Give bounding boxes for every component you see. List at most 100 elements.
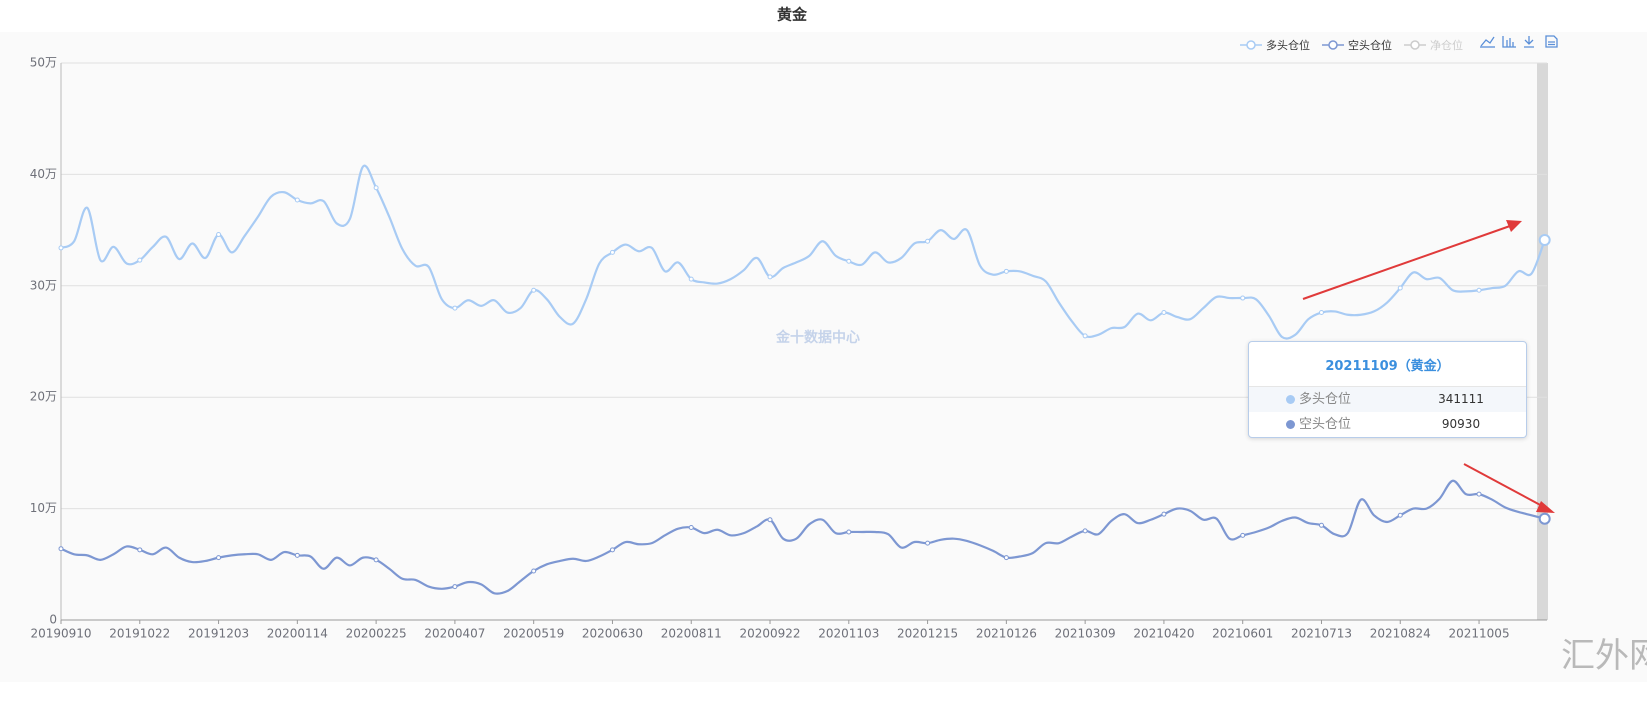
point [1538,234,1551,247]
point [58,546,64,552]
tooltip-row: 空头仓位 90930 [1249,412,1526,437]
x-tick-label: 20210824 [1370,627,1431,641]
arrow-head [1536,501,1555,513]
tooltip-value: 341111 [1438,392,1484,406]
point [1476,491,1482,497]
legend[interactable]: 多头仓位 空头仓位 净仓位 [1240,38,1463,52]
point [1161,310,1167,316]
y-tick-label: 20万 [30,390,57,404]
point [1476,287,1482,293]
point [688,525,694,531]
point [1082,528,1088,534]
series-line [60,479,1545,595]
legend-label[interactable]: 空头仓位 [1348,38,1392,52]
tooltip-title: 20211109（黄金） [1249,342,1526,387]
x-tick-label: 20210601 [1212,627,1273,641]
legend-swatch-dot[interactable] [1410,40,1420,50]
tooltip-dot [1286,420,1295,429]
tooltip-dot [1286,395,1295,404]
x-tick-label: 20210420 [1133,627,1194,641]
x-tick-label: 20200225 [346,627,407,641]
point [58,245,64,251]
x-tick-label: 20200811 [661,627,722,641]
toolbox[interactable] [1480,35,1558,48]
annotations [1302,220,1555,513]
arrow-line [1302,225,1511,300]
point [294,552,300,558]
tooltip-value: 90930 [1441,417,1481,431]
y-tick-label: 50万 [30,56,57,70]
point [688,276,694,282]
point [767,517,773,523]
point [925,540,931,546]
watermark: 金十数据中心 [775,329,860,346]
x-tick-label: 20201215 [897,627,958,641]
x-tick-label: 20210713 [1291,627,1352,641]
point [925,238,931,244]
point [767,274,773,280]
legend-swatch-dot[interactable] [1328,40,1338,50]
x-tick-label: 20191022 [109,627,170,641]
x-tick-label: 20190910 [30,627,91,641]
tooltip: 20211109（黄金） 多头仓位 341111 空头仓位 90930 [1248,341,1527,438]
arrow-head [1506,220,1522,232]
corner-watermark: 汇外网 [1561,636,1647,676]
x-tick-label: 20200630 [582,627,643,641]
tool-download[interactable] [1524,36,1534,48]
tool-line[interactable] [1480,36,1495,47]
x-tick-label: 20200922 [739,627,800,641]
x-tick-label: 20210126 [976,627,1037,641]
point [373,185,379,191]
tooltip-rows: 多头仓位 341111 空头仓位 90930 [1249,387,1526,437]
legend-label[interactable]: 多头仓位 [1266,38,1310,52]
point [452,305,458,311]
tooltip-name: 多头仓位 [1299,392,1352,407]
point [1538,512,1551,525]
point [531,287,537,293]
chart-title: 黄金 [777,6,808,24]
tooltip-name: 空头仓位 [1299,417,1352,432]
plot-layer: 0 10万 20万 30万 40万 50万 20190910 20191022 20191203… [30,56,1551,641]
point [846,258,852,264]
tool-bar[interactable] [1502,36,1516,48]
x-tick-label: 20191203 [188,627,249,641]
x-tick-label: 20200519 [503,627,564,641]
point [1240,532,1246,538]
arrow-line [1463,463,1545,508]
point [609,249,615,255]
legend-swatch-dot[interactable] [1246,40,1256,50]
x-tick-label: 20210309 [1055,627,1116,641]
y-tick-label: 30万 [30,278,57,292]
tooltip-row: 多头仓位 341111 [1249,387,1526,412]
point [846,529,852,535]
point [609,547,615,553]
point [1318,310,1324,316]
point [1318,522,1324,528]
point [1003,555,1009,561]
y-tick-label: 40万 [30,167,57,181]
point [1082,333,1088,339]
point [373,557,379,563]
x-tick-label: 20200114 [267,627,328,641]
point [452,584,458,590]
point [1161,511,1167,517]
x-tick-label: 20211005 [1449,627,1510,641]
point [216,232,222,238]
point [531,568,537,574]
point [1003,268,1009,274]
point [1240,295,1246,301]
point [137,547,143,553]
x-tick-label: 20201103 [818,627,879,641]
point [1397,512,1403,518]
x-tick-label: 20200407 [424,627,485,641]
series-line [60,164,1546,340]
point [1397,285,1403,291]
y-tick-label: 0 [49,613,57,627]
point [294,197,300,203]
hover-band [1537,63,1548,620]
point [216,555,222,561]
legend-label[interactable]: 净仓位 [1430,38,1463,52]
point [137,257,143,263]
tool-data[interactable] [1545,35,1558,48]
